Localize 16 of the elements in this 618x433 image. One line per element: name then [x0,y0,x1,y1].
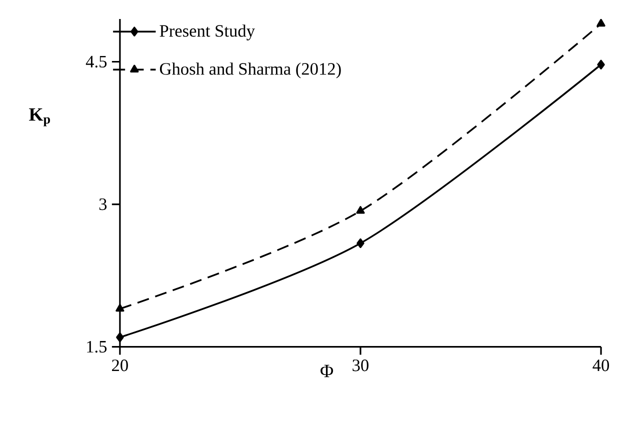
point [116,304,124,312]
y-axis-title: K$_{p}$ [29,108,50,126]
point [596,18,606,27]
x-tick-label: 40 [592,360,610,372]
point [356,238,364,248]
legend-label: Present Study [160,24,255,40]
y-tick-label: 1.5 [87,341,107,353]
x-axis-title: Φ [320,364,334,378]
x-tick-label: 20 [112,360,128,372]
x-tick-label: 30 [352,360,368,372]
point [356,206,365,214]
y-tick-label: 4.5 [86,56,107,68]
legend-label: Ghosh and Sharma (2012) [160,62,341,78]
point [597,60,605,70]
y-tick-label: 3 [99,198,107,210]
point [116,332,124,342]
